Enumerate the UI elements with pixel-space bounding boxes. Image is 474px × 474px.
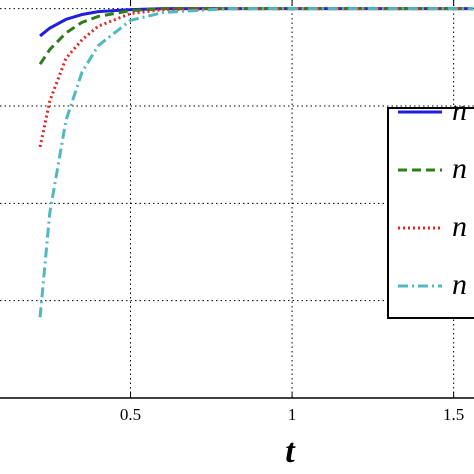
x-tick-label: 1.5 [443, 405, 464, 424]
legend-label: n [452, 152, 467, 185]
x-tick-label: 1 [288, 405, 297, 424]
legend-box [387, 107, 474, 319]
series-line [38, 7, 474, 65]
x-tick-label: 0.5 [120, 405, 141, 424]
legend-label: n [452, 210, 467, 243]
legend-label: n [452, 94, 467, 127]
legend-label: n [452, 268, 467, 301]
series-line [38, 7, 474, 318]
x-axis-label: t [285, 433, 296, 470]
series-line [38, 7, 474, 148]
